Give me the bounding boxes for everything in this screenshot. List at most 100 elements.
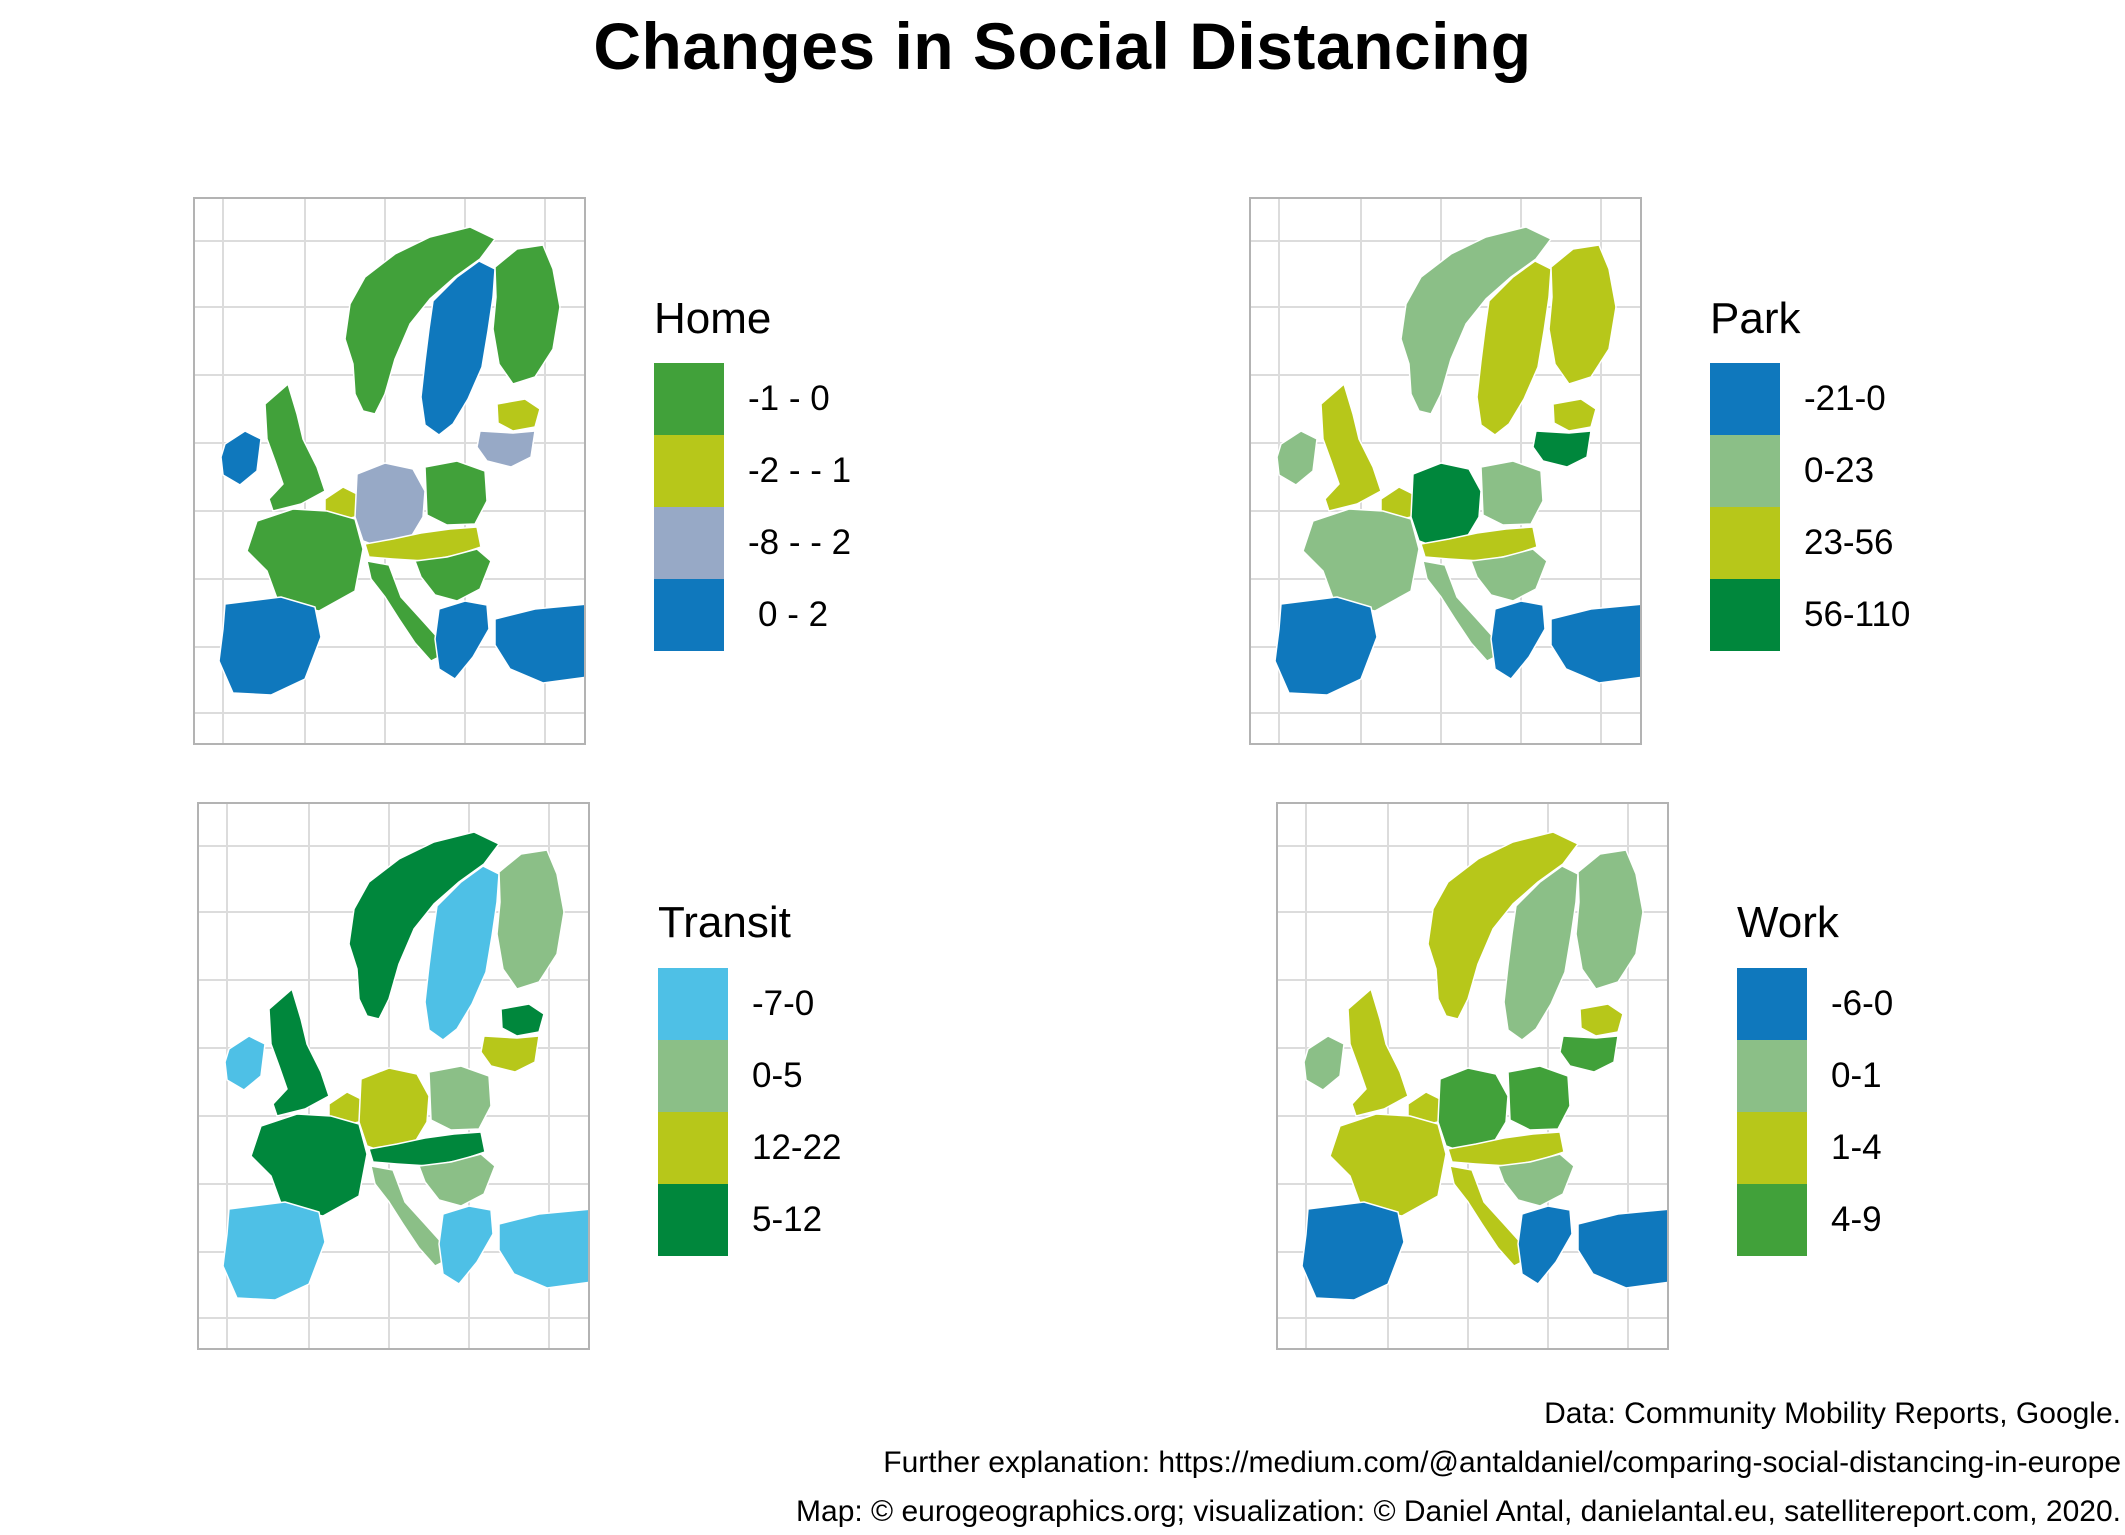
home-map-canvas bbox=[195, 199, 584, 743]
legend-item: 23-56 bbox=[1710, 507, 2110, 579]
legend-label: 5-12 bbox=[752, 1200, 823, 1239]
region-north bbox=[348, 831, 500, 1020]
region-iberia bbox=[1274, 596, 1378, 696]
legend-item: 0 - 2 bbox=[654, 579, 1054, 651]
region-turkey bbox=[1577, 1208, 1667, 1289]
region-central bbox=[358, 1067, 430, 1155]
region-central bbox=[354, 462, 426, 550]
region-baltic-s bbox=[1559, 1035, 1619, 1073]
legend-swatch bbox=[658, 968, 728, 1040]
region-west bbox=[1302, 508, 1420, 612]
legend-title: Transit bbox=[658, 898, 791, 947]
legend-swatch bbox=[658, 1040, 728, 1112]
region-balkans bbox=[418, 1153, 496, 1207]
region-turkey bbox=[494, 603, 584, 684]
region-ireland bbox=[1303, 1035, 1345, 1091]
region-nordic-west bbox=[420, 260, 496, 436]
legend-label: 0 - 2 bbox=[758, 595, 829, 634]
legend-swatch bbox=[1710, 579, 1780, 651]
legend-label: 4-9 bbox=[1831, 1200, 1882, 1239]
legend-swatch bbox=[1710, 363, 1780, 435]
legend-label: 0-23 bbox=[1804, 451, 1875, 490]
region-west bbox=[246, 508, 364, 612]
legend-item: 5-12 bbox=[658, 1184, 1058, 1256]
legend-item: -7-0 bbox=[658, 968, 1058, 1040]
region-iberia bbox=[1301, 1201, 1405, 1301]
region-uk bbox=[264, 383, 326, 512]
home-map bbox=[193, 197, 586, 745]
legend-swatch bbox=[658, 1112, 728, 1184]
legend-item: -2 - - 1 bbox=[654, 435, 1054, 507]
region-nordic-west bbox=[424, 865, 500, 1041]
region-baltic-s bbox=[1532, 430, 1592, 468]
region-ireland bbox=[1276, 430, 1318, 486]
caption-data-source: Data: Community Mobility Reports, Google… bbox=[1544, 1397, 2121, 1430]
region-turkey bbox=[498, 1208, 588, 1289]
region-ireland bbox=[224, 1035, 266, 1091]
legend-label: 23-56 bbox=[1804, 523, 1894, 562]
legend-label: 0-5 bbox=[752, 1056, 803, 1095]
region-alps bbox=[1447, 1131, 1565, 1167]
legend-item: -21-0 bbox=[1710, 363, 2110, 435]
legend-label: 1-4 bbox=[1831, 1128, 1882, 1167]
region-iberia bbox=[218, 596, 322, 696]
transit-map bbox=[197, 802, 590, 1350]
legend-swatch bbox=[1737, 1112, 1807, 1184]
region-iberia bbox=[222, 1201, 326, 1301]
legend-item: 4-9 bbox=[1737, 1184, 2125, 1256]
region-central bbox=[1437, 1067, 1509, 1155]
legend-swatch bbox=[654, 435, 724, 507]
region-baltic-n bbox=[496, 398, 541, 432]
region-uk bbox=[1320, 383, 1382, 512]
legend-swatch bbox=[1737, 1040, 1807, 1112]
legend-item: -8 - - 2 bbox=[654, 507, 1054, 579]
legend-item: 12-22 bbox=[658, 1112, 1058, 1184]
legend-label: -8 - - 2 bbox=[748, 523, 852, 562]
legend-swatch bbox=[654, 579, 724, 651]
region-nordic-west bbox=[1476, 260, 1552, 436]
legend-label: 12-22 bbox=[752, 1128, 842, 1167]
region-north bbox=[344, 226, 496, 415]
legend-label: -21-0 bbox=[1804, 379, 1886, 418]
region-east bbox=[1507, 1065, 1571, 1131]
legend-label: -7-0 bbox=[752, 984, 815, 1023]
legend-swatch bbox=[1710, 435, 1780, 507]
region-turkey bbox=[1550, 603, 1640, 684]
region-baltic-s bbox=[476, 430, 536, 468]
legend-swatch bbox=[654, 507, 724, 579]
legend-title: Home bbox=[654, 294, 772, 343]
legend-item: 0-1 bbox=[1737, 1040, 2125, 1112]
work-map bbox=[1276, 802, 1669, 1350]
region-baltic-s bbox=[480, 1035, 540, 1073]
legend-swatch bbox=[1737, 1184, 1807, 1256]
region-alps bbox=[368, 1131, 486, 1167]
region-southeast bbox=[1517, 1205, 1573, 1285]
region-nordic-east bbox=[1575, 849, 1644, 990]
legend-item: 0-23 bbox=[1710, 435, 2110, 507]
region-uk bbox=[268, 988, 330, 1117]
region-north bbox=[1400, 226, 1552, 415]
work-map-canvas bbox=[1278, 804, 1667, 1348]
region-ireland bbox=[220, 430, 262, 486]
region-nordic-east bbox=[1548, 244, 1617, 385]
region-baltic-n bbox=[1552, 398, 1597, 432]
region-balkans bbox=[1470, 548, 1548, 602]
legend-swatch bbox=[654, 363, 724, 435]
region-balkans bbox=[1497, 1153, 1575, 1207]
park-map-canvas bbox=[1251, 199, 1640, 743]
legend-item: 0-5 bbox=[658, 1040, 1058, 1112]
legend-title: Park bbox=[1710, 294, 1801, 343]
region-east bbox=[1480, 460, 1544, 526]
region-west bbox=[250, 1113, 368, 1217]
park-map bbox=[1249, 197, 1642, 745]
legend-label: -1 - 0 bbox=[748, 379, 830, 418]
region-balkans bbox=[414, 548, 492, 602]
region-baltic-n bbox=[500, 1003, 545, 1037]
legend-item: 1-4 bbox=[1737, 1112, 2125, 1184]
region-nordic-east bbox=[496, 849, 565, 990]
region-central bbox=[1410, 462, 1482, 550]
page-title: Changes in Social Distancing bbox=[593, 9, 1532, 83]
legend-label: -2 - - 1 bbox=[748, 451, 852, 490]
caption-credits: Map: © eurogeographics.org; visualizatio… bbox=[796, 1495, 2121, 1528]
region-alps bbox=[364, 526, 482, 562]
